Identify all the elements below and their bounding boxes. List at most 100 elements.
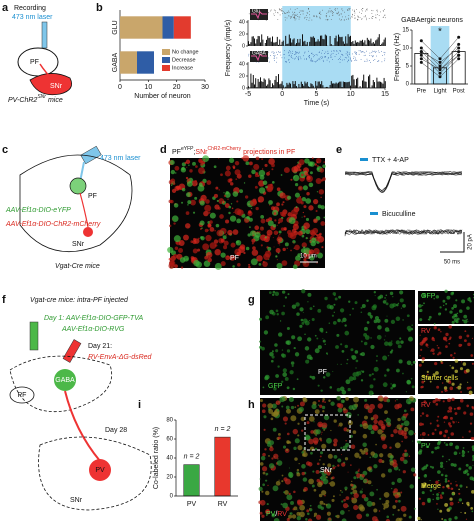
texture bbox=[448, 342, 451, 345]
texture bbox=[272, 290, 276, 294]
psth-texture bbox=[340, 81, 342, 88]
texture bbox=[402, 470, 406, 474]
raster-dot bbox=[325, 51, 327, 53]
raster-dot bbox=[329, 15, 330, 17]
raster-dot bbox=[289, 51, 291, 53]
texture bbox=[412, 440, 414, 442]
raster-dot bbox=[316, 54, 318, 56]
texture bbox=[401, 415, 407, 421]
texture bbox=[315, 429, 321, 435]
texture bbox=[288, 492, 291, 495]
raster-dot bbox=[322, 57, 323, 59]
texture bbox=[174, 264, 178, 269]
raster-dot bbox=[351, 16, 353, 18]
neuron-dot bbox=[438, 68, 442, 72]
texture bbox=[325, 331, 328, 334]
x-tick-label: 15 bbox=[381, 91, 389, 98]
panel-label: b bbox=[96, 2, 103, 14]
texture bbox=[302, 211, 305, 214]
bar-segment bbox=[120, 16, 163, 39]
raster-dot bbox=[267, 57, 269, 59]
raster-dot bbox=[276, 61, 277, 63]
raster-dot bbox=[333, 50, 334, 52]
texture bbox=[187, 204, 189, 206]
texture bbox=[330, 468, 333, 471]
texture bbox=[449, 416, 453, 420]
texture bbox=[299, 504, 305, 511]
label: 473 nm laser bbox=[100, 155, 141, 162]
texture bbox=[466, 306, 470, 310]
raster-dot bbox=[273, 52, 275, 54]
texture bbox=[439, 494, 443, 497]
texture bbox=[315, 178, 322, 185]
raster-dot bbox=[366, 8, 368, 10]
psth-texture bbox=[261, 34, 263, 46]
raster-dot bbox=[286, 17, 288, 19]
raster-dot bbox=[369, 60, 370, 61]
texture bbox=[306, 509, 310, 513]
raster-dot bbox=[296, 51, 298, 53]
raster-dot bbox=[352, 13, 353, 15]
raster-dot bbox=[308, 56, 310, 58]
texture bbox=[413, 473, 417, 477]
texture bbox=[300, 318, 304, 322]
texture bbox=[450, 487, 454, 491]
texture bbox=[406, 314, 410, 318]
texture bbox=[425, 375, 428, 378]
raster-dot bbox=[321, 58, 323, 59]
texture bbox=[289, 232, 297, 240]
texture bbox=[301, 471, 305, 476]
psth-texture bbox=[296, 86, 297, 88]
raster-dot bbox=[274, 54, 276, 56]
texture bbox=[249, 199, 257, 207]
texture bbox=[349, 314, 351, 316]
label: 473 nm laser bbox=[12, 14, 53, 21]
texture bbox=[344, 324, 347, 327]
texture bbox=[294, 457, 298, 461]
legend-label: Decrease bbox=[172, 57, 196, 63]
texture bbox=[385, 294, 388, 297]
texture bbox=[337, 318, 341, 323]
raster-dot bbox=[319, 17, 321, 19]
texture bbox=[189, 169, 193, 173]
texture bbox=[292, 387, 296, 391]
texture bbox=[277, 235, 280, 237]
texture bbox=[214, 262, 222, 270]
texture bbox=[266, 240, 268, 242]
texture bbox=[301, 429, 304, 432]
neuron-dot bbox=[419, 60, 423, 64]
texture bbox=[265, 315, 270, 320]
texture bbox=[301, 464, 306, 469]
label: Merge bbox=[421, 483, 441, 490]
psth-texture bbox=[344, 82, 345, 88]
text: RV bbox=[277, 511, 287, 518]
texture bbox=[452, 420, 454, 422]
texture bbox=[237, 209, 244, 216]
texture bbox=[206, 180, 212, 185]
texture bbox=[181, 166, 185, 171]
raster-dot bbox=[278, 51, 279, 53]
y-tick-label: 40 bbox=[166, 456, 173, 462]
x-tick-label: -5 bbox=[245, 91, 251, 98]
texture bbox=[351, 355, 355, 359]
psth-texture bbox=[381, 82, 383, 88]
raster-dot bbox=[361, 18, 363, 20]
raster-dot bbox=[364, 52, 366, 54]
raster-dot bbox=[356, 59, 358, 61]
texture bbox=[365, 513, 370, 517]
texture bbox=[296, 197, 303, 204]
raster-dot bbox=[354, 57, 356, 59]
texture bbox=[469, 325, 471, 327]
texture bbox=[294, 406, 297, 408]
texture bbox=[403, 420, 410, 427]
texture bbox=[266, 503, 269, 506]
texture bbox=[281, 474, 284, 477]
psth-texture bbox=[267, 84, 269, 88]
texture bbox=[306, 176, 311, 180]
texture bbox=[450, 482, 452, 485]
texture bbox=[270, 206, 275, 211]
psth-texture bbox=[302, 34, 303, 46]
texture bbox=[398, 469, 401, 471]
raster-dot bbox=[293, 16, 294, 18]
texture bbox=[322, 177, 326, 181]
